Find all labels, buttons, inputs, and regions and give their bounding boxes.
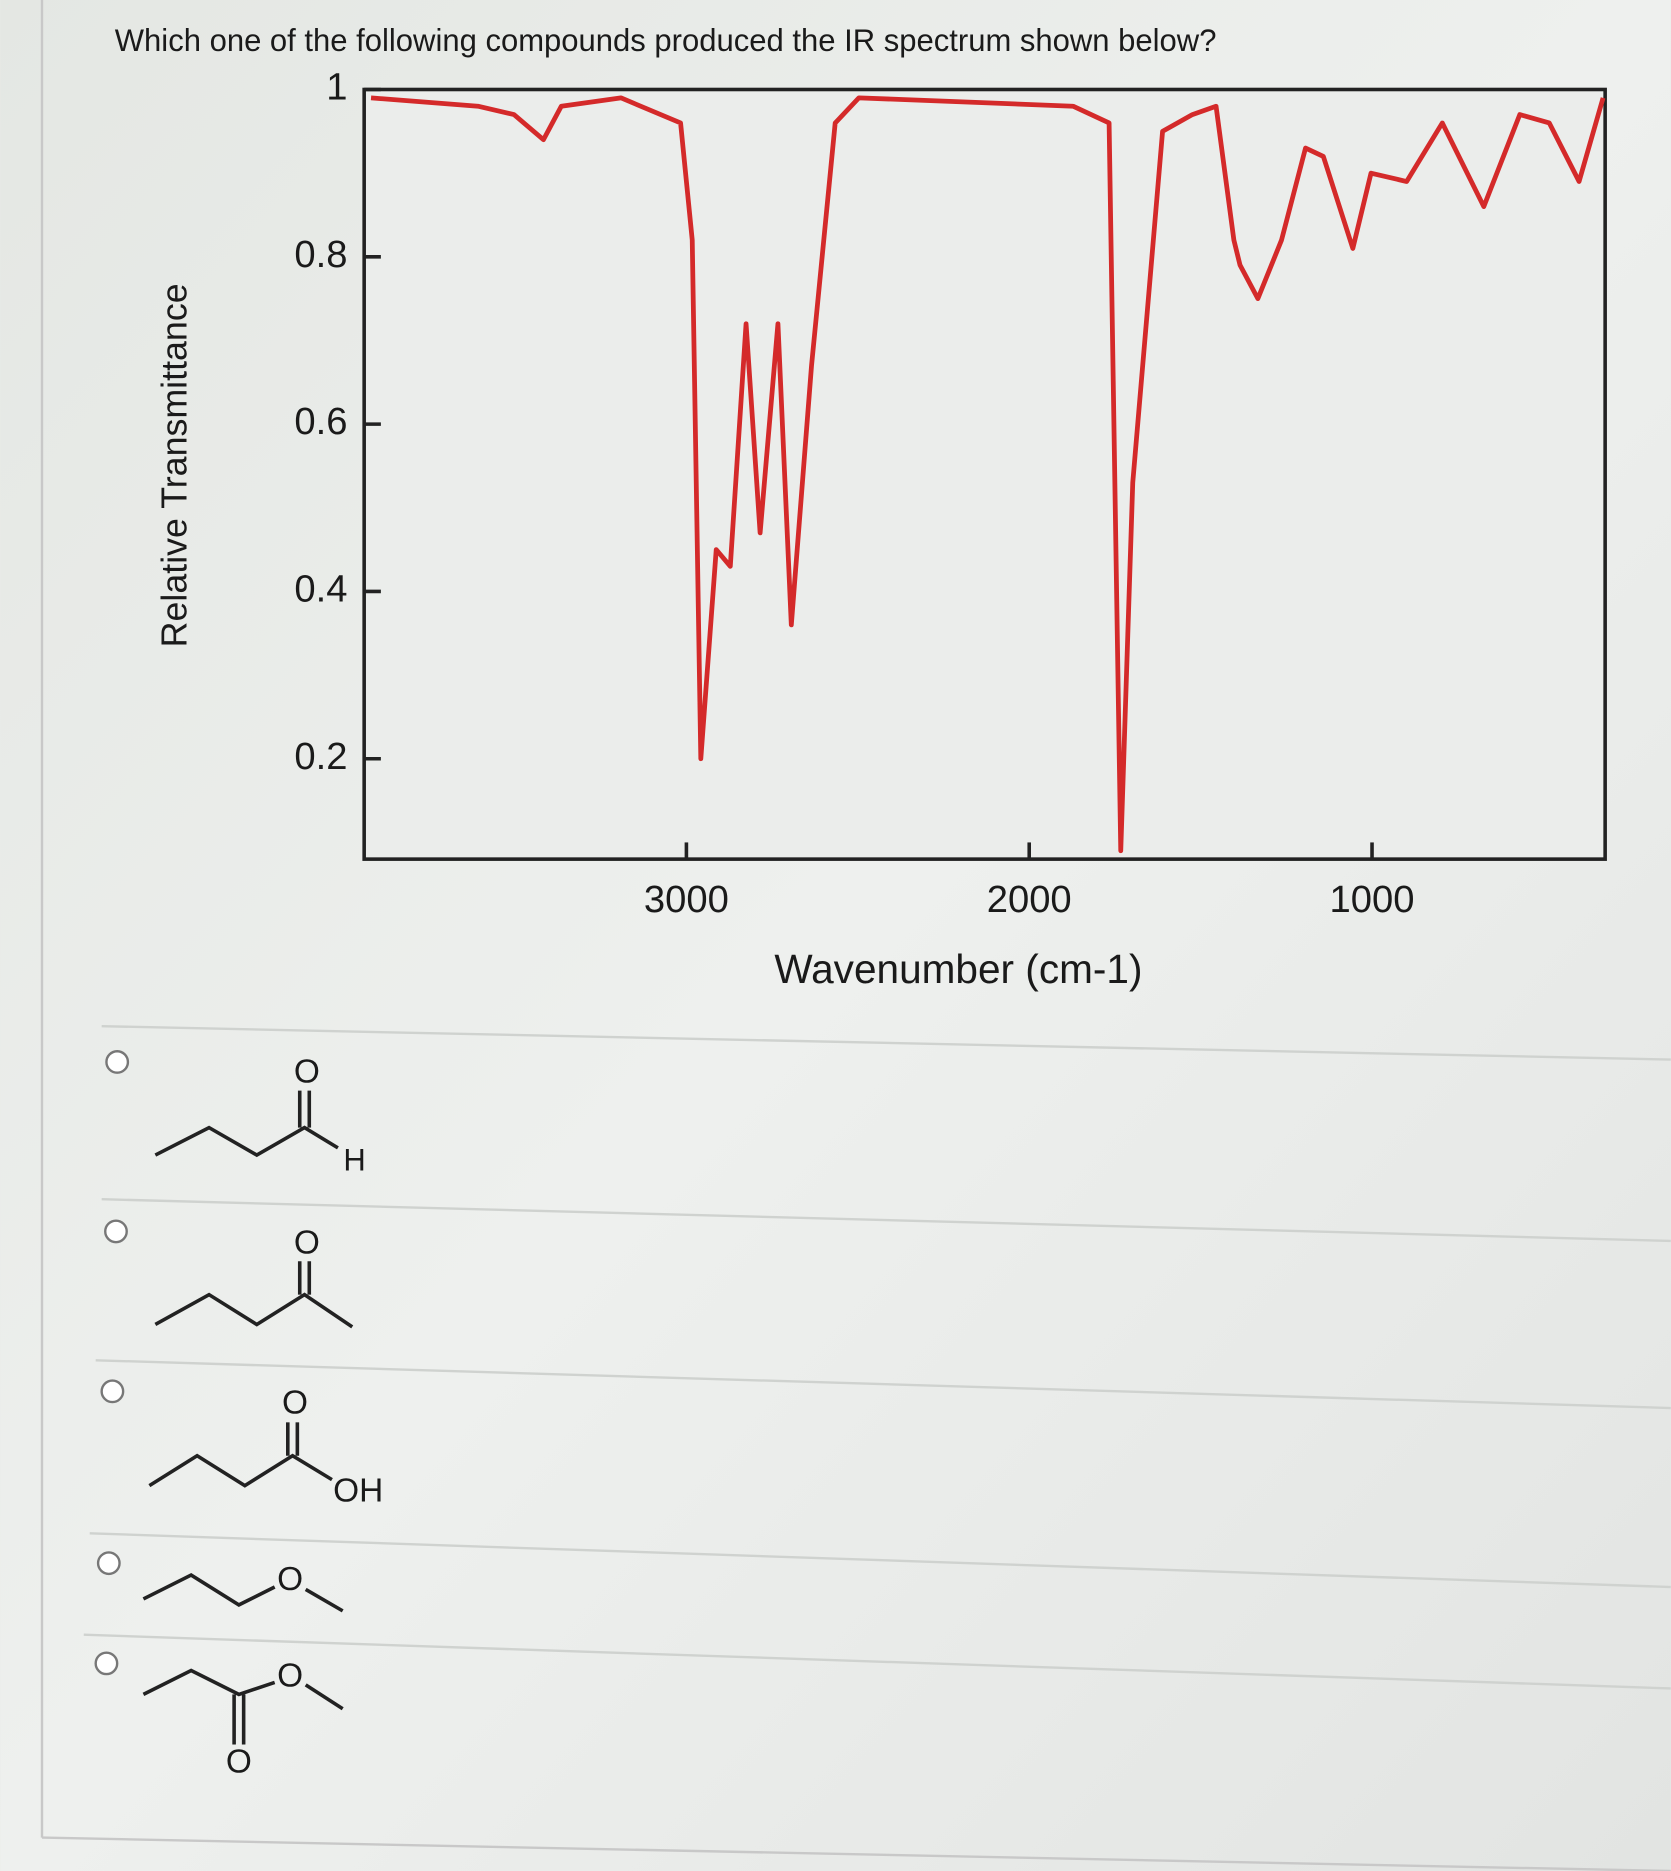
bond <box>148 1453 333 1488</box>
y-tick-label: 0.4 <box>294 568 347 611</box>
radio[interactable] <box>96 1551 121 1576</box>
y-tick-label: 0.2 <box>294 735 347 778</box>
atom: O <box>277 1561 303 1598</box>
atom: O <box>294 1054 320 1091</box>
x-axis-label: Wavenumber (cm-1) <box>774 946 1142 992</box>
bond <box>304 1587 344 1613</box>
option[interactable]: O <box>96 1551 344 1613</box>
x-tick-label: 1000 <box>1330 878 1415 921</box>
bond <box>304 1683 344 1711</box>
x-tick-label: 3000 <box>644 878 729 921</box>
radio[interactable] <box>100 1379 125 1404</box>
y-tick-label: 1 <box>326 66 347 109</box>
option[interactable]: O O <box>94 1651 344 1781</box>
bond <box>142 1573 276 1607</box>
bond <box>154 1292 354 1329</box>
bond <box>154 1125 339 1158</box>
separators <box>83 1024 1671 1690</box>
atom: OH <box>333 1473 383 1510</box>
atom: H <box>343 1142 365 1177</box>
question-text: Which one of the following compounds pro… <box>115 23 1217 58</box>
atom: O <box>294 1224 320 1261</box>
atom: O <box>282 1384 308 1421</box>
option[interactable]: O OH <box>100 1379 384 1510</box>
atom: O <box>226 1743 252 1780</box>
option[interactable]: O H <box>105 1050 366 1177</box>
radio[interactable] <box>105 1050 130 1074</box>
y-tick-label: 0.6 <box>294 400 347 443</box>
spectrum-line <box>370 95 1606 854</box>
panel-border <box>41 1836 1671 1871</box>
radio[interactable] <box>104 1219 128 1244</box>
y-axis-label: Relative Transmittance <box>154 283 194 647</box>
atom: O <box>277 1658 303 1695</box>
radio[interactable] <box>94 1651 119 1676</box>
x-tick-label: 2000 <box>987 878 1072 921</box>
plot-frame <box>362 87 1607 861</box>
option[interactable]: O <box>104 1219 354 1329</box>
bond <box>142 1668 276 1697</box>
y-tick-label: 0.8 <box>294 233 347 276</box>
